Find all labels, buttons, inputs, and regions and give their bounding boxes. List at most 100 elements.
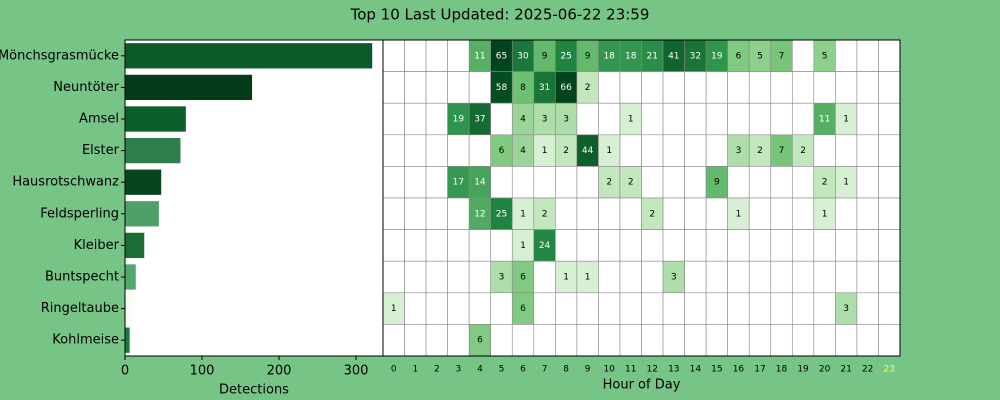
- empty-cell: [598, 102, 621, 136]
- cell-label: 5: [757, 51, 763, 61]
- empty-cell: [791, 166, 815, 199]
- cell-label: 41: [668, 51, 679, 61]
- empty-cell: [404, 197, 427, 230]
- empty-cell: [791, 324, 815, 357]
- empty-cell: [404, 134, 427, 167]
- cell-label: 2: [822, 178, 828, 188]
- cell-label: 1: [520, 209, 526, 219]
- empty-cell: [878, 39, 901, 72]
- cell-label: 4: [520, 115, 526, 125]
- cell-label: 31: [539, 83, 550, 93]
- y-tick-label: Mönchsgrasmücke: [0, 48, 119, 63]
- empty-cell: [791, 292, 815, 325]
- empty-cell: [598, 229, 621, 262]
- x-tick-label: 9: [585, 365, 591, 375]
- empty-cell: [856, 324, 879, 357]
- empty-cell: [555, 166, 578, 199]
- empty-cell: [555, 324, 578, 357]
- y-tick-label: Kleiber: [74, 238, 120, 253]
- cell-label: 19: [711, 51, 723, 61]
- empty-cell: [662, 134, 685, 167]
- x-tick-label: 2: [434, 365, 440, 375]
- empty-cell: [856, 197, 879, 230]
- x-tick-label: 17: [754, 365, 765, 375]
- empty-cell: [748, 102, 772, 136]
- cell-label: 1: [391, 304, 397, 314]
- empty-cell: [447, 39, 470, 72]
- empty-cell: [447, 71, 470, 104]
- cell-label: 2: [757, 146, 763, 156]
- x-tick-label: 18: [776, 365, 788, 375]
- cell-label: 9: [585, 51, 591, 61]
- empty-cell: [382, 71, 405, 104]
- empty-cell: [856, 260, 879, 294]
- cell-label: 11: [474, 51, 485, 61]
- empty-cell: [490, 102, 513, 136]
- x-tick-label: 22: [862, 365, 873, 375]
- bar: [125, 327, 130, 353]
- x-tick-label: 20: [819, 365, 831, 375]
- empty-cell: [856, 71, 879, 104]
- empty-cell: [662, 292, 685, 325]
- cell-label: 3: [736, 146, 742, 156]
- empty-cell: [619, 260, 642, 294]
- y-tick-label: Buntspecht: [45, 270, 119, 285]
- bar: [125, 169, 162, 195]
- x-tick-label: 200: [267, 364, 292, 379]
- empty-cell: [641, 292, 664, 325]
- y-tick-label: Hausrotschwanz: [12, 175, 119, 190]
- empty-cell: [598, 292, 621, 325]
- x-tick-label: 0: [121, 364, 129, 379]
- cell-label: 2: [606, 178, 612, 188]
- empty-cell: [813, 71, 836, 104]
- empty-cell: [619, 71, 642, 104]
- empty-cell: [770, 102, 793, 136]
- empty-cell: [619, 229, 642, 262]
- empty-cell: [878, 197, 901, 230]
- empty-cell: [425, 197, 448, 230]
- x-tick-label: 0: [391, 365, 397, 375]
- empty-cell: [770, 292, 793, 325]
- empty-cell: [684, 134, 707, 167]
- x-tick-label: 16: [733, 365, 745, 375]
- empty-cell: [425, 260, 448, 294]
- cell-label: 1: [563, 273, 569, 283]
- empty-cell: [748, 324, 772, 357]
- empty-cell: [835, 71, 858, 104]
- empty-cell: [813, 324, 836, 357]
- empty-cell: [684, 260, 707, 294]
- empty-cell: [619, 197, 642, 230]
- empty-cell: [511, 166, 535, 199]
- cell-label: 30: [517, 51, 529, 61]
- cell-label: 32: [690, 51, 701, 61]
- chart-title: Top 10 Last Updated: 2025-06-22 23:59: [350, 6, 650, 24]
- cell-label: 1: [843, 115, 849, 125]
- cell-label: 6: [520, 304, 526, 314]
- empty-cell: [770, 324, 793, 357]
- empty-cell: [727, 292, 750, 325]
- empty-cell: [878, 71, 901, 104]
- x-tick-label: 10: [603, 365, 615, 375]
- empty-cell: [382, 324, 405, 357]
- empty-cell: [382, 197, 405, 230]
- empty-cell: [856, 229, 879, 262]
- empty-cell: [856, 39, 879, 72]
- empty-cell: [576, 197, 599, 230]
- empty-cell: [404, 39, 427, 72]
- cell-label: 1: [843, 178, 849, 188]
- empty-cell: [684, 197, 707, 230]
- empty-cell: [705, 197, 728, 230]
- y-tick-label: Ringeltaube: [41, 301, 119, 316]
- y-tick-label: Neuntöter: [53, 80, 119, 95]
- cell-label: 3: [843, 304, 849, 314]
- empty-cell: [533, 260, 556, 294]
- empty-cell: [770, 229, 793, 262]
- cell-label: 2: [628, 178, 634, 188]
- empty-cell: [856, 134, 879, 167]
- empty-cell: [856, 292, 879, 325]
- cell-label: 2: [800, 146, 806, 156]
- empty-cell: [404, 292, 427, 325]
- empty-cell: [382, 102, 405, 136]
- empty-cell: [878, 229, 901, 262]
